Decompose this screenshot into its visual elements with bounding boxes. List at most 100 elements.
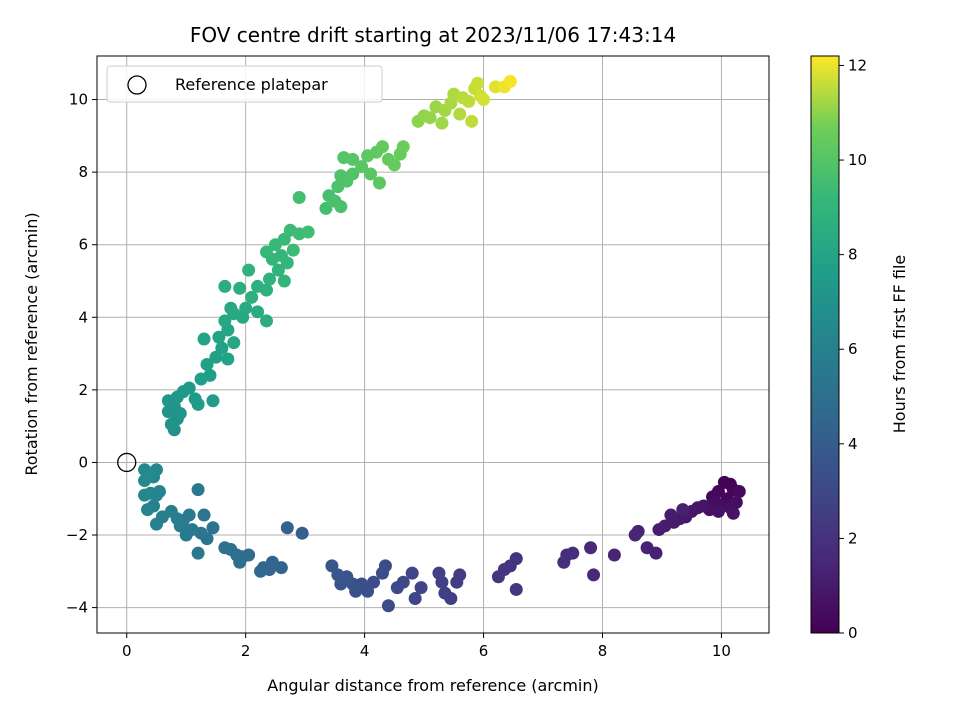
scatter-point: [280, 521, 294, 535]
scatter-point: [262, 272, 276, 286]
scatter-point: [149, 517, 163, 531]
y-tick-label: 4: [78, 308, 88, 326]
plot-area: [96, 55, 770, 634]
legend-box: [106, 65, 383, 103]
colorbar-tick-label: 0: [848, 624, 858, 642]
scatter-point: [259, 283, 273, 297]
scatter-point: [414, 581, 428, 595]
scatter-point: [471, 76, 485, 90]
scatter-point: [191, 546, 205, 560]
scatter-point: [664, 508, 678, 522]
reference-platepar-marker: [117, 452, 137, 473]
scatter-point: [726, 506, 740, 520]
scatter-point: [477, 93, 491, 107]
y-tick-label: 2: [78, 381, 88, 399]
scatter-point: [292, 191, 306, 205]
scatter-point: [711, 504, 725, 518]
scatter-point: [221, 352, 235, 366]
scatter-point: [390, 581, 404, 595]
scatter-point: [280, 256, 294, 270]
scatter-point: [242, 263, 256, 277]
scatter-point: [676, 503, 690, 517]
scatter-point: [453, 107, 467, 121]
scatter-point: [224, 301, 238, 315]
scatter-point: [435, 116, 449, 130]
scatter-point: [372, 176, 386, 190]
scatter-point: [233, 281, 247, 295]
scatter-point: [432, 566, 446, 580]
y-tick-label: 8: [78, 163, 88, 181]
scatter-point: [239, 301, 253, 315]
scatter-point: [462, 94, 476, 108]
scatter-point: [182, 381, 196, 395]
x-tick-label: 2: [241, 642, 251, 660]
chart-title: FOV centre drift starting at 2023/11/06 …: [190, 23, 676, 47]
legend-label-reference: Reference platepar: [175, 75, 328, 94]
x-tick-label: 4: [360, 642, 370, 660]
scatter-point: [346, 167, 360, 181]
scatter-point: [557, 555, 571, 569]
scatter-point: [587, 568, 601, 582]
scatter-point: [295, 526, 309, 540]
scatter-point: [396, 140, 410, 154]
y-tick-label: 10: [69, 91, 88, 109]
scatter-point: [200, 357, 214, 371]
colorbar-gradient: [810, 55, 840, 634]
scatter-point: [325, 559, 339, 573]
y-axis: −4 −2 0 2 4 6 8 10: [66, 91, 97, 617]
scatter-point: [584, 541, 598, 555]
scatter-point: [218, 279, 232, 293]
colorbar-label: Hours from first FF file: [890, 255, 909, 434]
scatter-point: [212, 330, 226, 344]
scatter-point: [423, 111, 437, 125]
scatter-point: [206, 394, 220, 408]
scatter-point: [509, 582, 523, 596]
scatter-point: [503, 74, 517, 88]
plot-frame: [96, 55, 770, 634]
scatter-point: [732, 484, 746, 498]
colorbar: 0 2 4 6 8 10 12 Hours from first FF file: [810, 55, 909, 642]
colorbar-tick-label: 2: [848, 529, 858, 547]
scatter-point: [375, 140, 389, 154]
scatter-point: [218, 314, 232, 328]
scatter-point: [640, 541, 654, 555]
scatter-point: [191, 483, 205, 497]
y-tick-label: −4: [66, 599, 88, 617]
scatter-point: [491, 570, 505, 584]
scatter-point: [197, 508, 211, 522]
scatter-point: [218, 541, 232, 555]
scatter-point: [215, 341, 229, 355]
scatter-point: [438, 586, 452, 600]
scatter-point: [450, 575, 464, 589]
scatter-point: [364, 167, 378, 181]
x-axis-label: Angular distance from reference (arcmin): [267, 676, 598, 695]
scatter-point: [729, 495, 743, 509]
y-tick-label: −2: [66, 526, 88, 544]
x-axis: 0 2 4 6 8 10: [122, 633, 731, 660]
x-tick-label: 0: [122, 642, 132, 660]
scatter-point: [251, 305, 265, 319]
scatter-point: [488, 80, 502, 94]
x-tick-label: 6: [479, 642, 489, 660]
x-tick-label: 8: [598, 642, 608, 660]
scatter-point: [381, 599, 395, 613]
scatter-point: [334, 169, 348, 183]
scatter-point: [245, 290, 259, 304]
scatter-point: [277, 274, 291, 288]
scatter-point: [628, 528, 642, 542]
scatter-point: [346, 152, 360, 166]
colorbar-tick-label: 10: [848, 151, 867, 169]
scatter-point: [271, 263, 285, 277]
y-tick-label: 6: [78, 236, 88, 254]
scatter-point: [227, 336, 241, 350]
scatter-point: [607, 548, 621, 562]
scatter-point: [301, 225, 315, 239]
colorbar-tick-label: 12: [848, 56, 867, 74]
scatter-point: [259, 245, 273, 259]
scatter-point: [465, 114, 479, 128]
scatter-point: [254, 564, 268, 578]
legend: Reference platepar: [106, 65, 383, 103]
scatter-point: [203, 368, 217, 382]
x-tick-label: 10: [712, 642, 731, 660]
scatter-point: [173, 406, 187, 420]
